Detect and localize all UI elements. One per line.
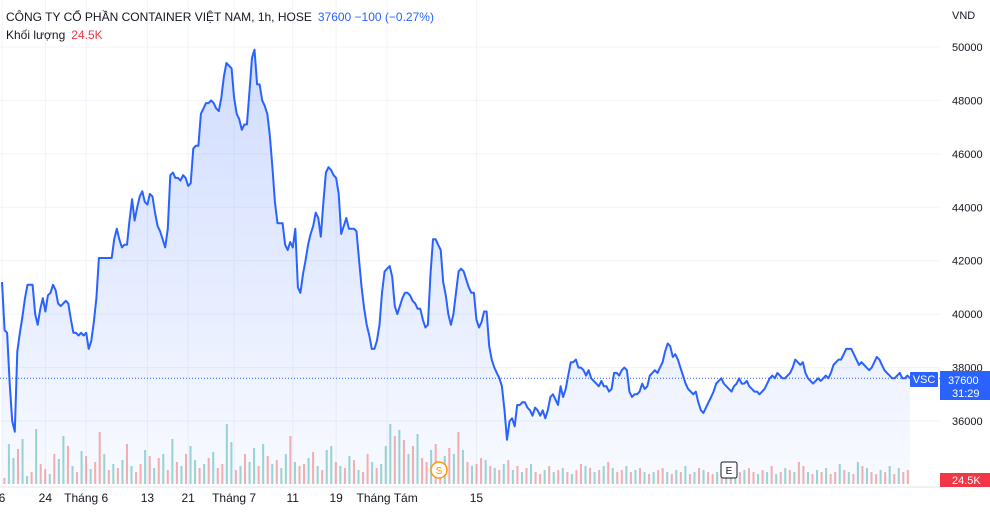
x-tick-label: 6 — [0, 491, 6, 505]
currency-label: VND — [952, 10, 975, 22]
x-tick-label: 19 — [329, 491, 343, 505]
volume-value: 24.5K — [71, 28, 103, 42]
earnings-marker[interactable]: E — [720, 461, 738, 479]
y-tick-label: 40000 — [952, 309, 983, 321]
last-volume-value: 24.5K — [952, 475, 981, 487]
split-marker[interactable]: S — [430, 461, 448, 479]
legend-symbol-row[interactable]: CÔNG TY CỔ PHẦN CONTAINER VIỆT NAM, 1h, … — [6, 8, 434, 26]
y-tick-label: 42000 — [952, 256, 983, 268]
y-tick-label: 44000 — [952, 202, 983, 214]
earnings-marker-label: E — [726, 466, 733, 477]
legend-volume-row[interactable]: Khối lượng 24.5K — [6, 26, 434, 44]
x-tick-label: 13 — [141, 491, 155, 505]
y-tick-label: 36000 — [952, 416, 983, 428]
last-price-badge: 37600 31:29 — [940, 371, 990, 400]
x-tick-label: 11 — [287, 491, 300, 505]
y-tick-label: 50000 — [952, 42, 983, 54]
x-tick-label: Tháng Tám — [357, 491, 418, 505]
price-area — [2, 49, 910, 484]
y-tick-label: 48000 — [952, 95, 983, 107]
x-tick-label: Tháng 6 — [64, 491, 108, 505]
last-volume-badge: 24.5K — [940, 473, 990, 487]
ticker-label: VSC — [913, 374, 936, 386]
time-axis[interactable]: 6 24 Tháng 6 13 21 Tháng 7 11 19 Tháng Tám 15 — [0, 486, 940, 505]
price-line — [1, 48, 911, 441]
chart-legend: CÔNG TY CỔ PHẦN CONTAINER VIỆT NAM, 1h, … — [6, 8, 434, 44]
x-tick-label: 21 — [182, 491, 196, 505]
volume-label: Khối lượng — [6, 28, 66, 42]
x-tick-label: Tháng 7 — [212, 491, 256, 505]
y-tick-label: 46000 — [952, 149, 983, 161]
ticker-badge: VSC — [910, 372, 938, 387]
countdown-value: 31:29 — [952, 388, 980, 400]
last-price-value: 37600 — [948, 375, 979, 387]
symbol-title: CÔNG TY CỔ PHẦN CONTAINER VIỆT NAM, 1h, … — [6, 10, 312, 24]
x-tick-label: 15 — [470, 491, 484, 505]
price-change: 37600 −100 (−0.27%) — [317, 10, 434, 24]
split-marker-label: S — [436, 466, 443, 477]
x-tick-label: 24 — [39, 491, 53, 505]
